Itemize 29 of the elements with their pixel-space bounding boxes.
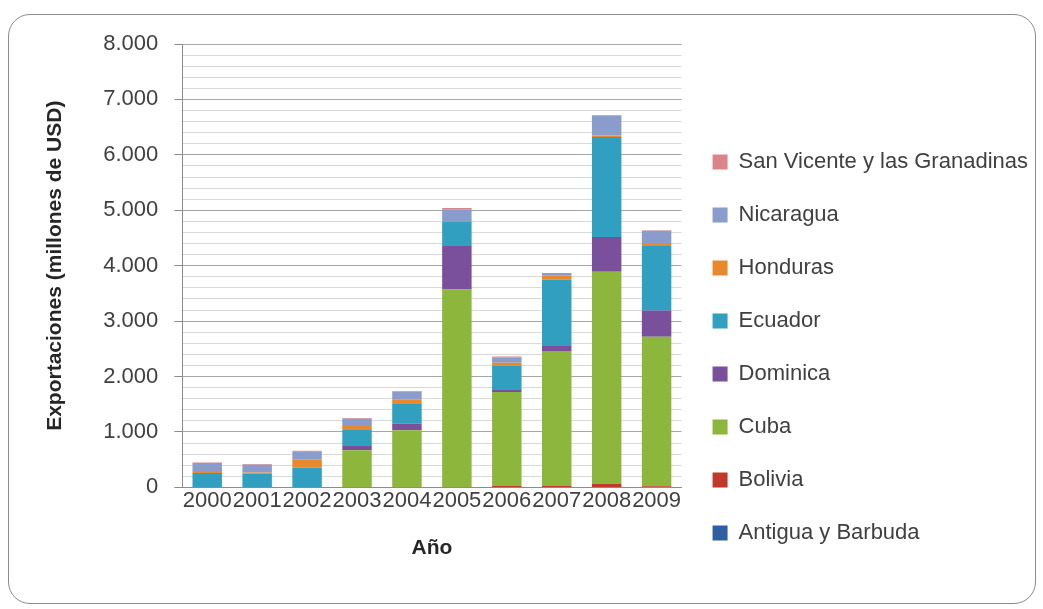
legend-label: Cuba [738, 413, 792, 439]
x-tick-label: 2009 [632, 486, 682, 512]
y-axis-title: Exportaciones (millones de USD) [42, 100, 66, 431]
y-tick-label: 1.000 [103, 418, 159, 444]
x-tick-label: 2004 [382, 486, 432, 512]
y-tick-label: 7.000 [103, 85, 159, 111]
x-axis-title: Año [411, 535, 453, 559]
x-tick-label: 2003 [332, 486, 382, 512]
y-tick-label: 3.000 [103, 307, 159, 333]
legend-label: Dominica [738, 360, 832, 386]
x-tick-label: 2005 [432, 486, 482, 512]
legend-label: Ecuador [738, 307, 821, 333]
legend-label: San Vicente y las Granadinas [738, 148, 1028, 174]
y-tick-label: 8.000 [103, 30, 159, 56]
x-tick-label: 2007 [532, 486, 582, 512]
x-tick-label: 2002 [282, 486, 332, 512]
x-tick-label: 2001 [232, 486, 282, 512]
x-tick-label: 2000 [182, 486, 232, 512]
y-tick-label: 4.000 [103, 251, 159, 277]
x-tick-label: 2006 [482, 486, 532, 512]
legend-label: Antigua y Barbuda [738, 519, 921, 545]
legend-label: Bolivia [738, 466, 805, 492]
y-tick-label: 2.000 [103, 362, 159, 388]
x-tick-label: 2008 [582, 486, 632, 512]
y-tick-label: 0 [146, 473, 159, 499]
legend-label: Nicaragua [738, 201, 840, 227]
y-tick-label: 5.000 [103, 196, 159, 222]
legend-label: Honduras [738, 254, 834, 280]
y-tick-label: 6.000 [103, 140, 159, 166]
